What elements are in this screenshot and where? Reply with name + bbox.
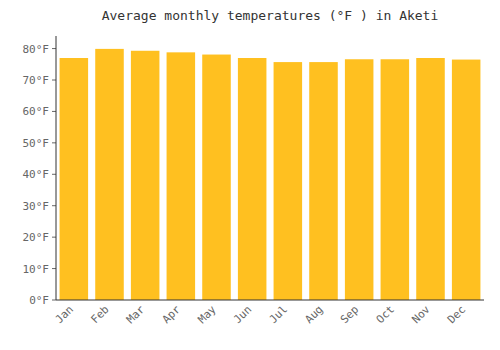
tick-label: Mar — [124, 303, 148, 327]
bar — [167, 52, 196, 300]
bar — [416, 58, 445, 300]
x-axis: Jan Feb Mar Apr May Jun Jul Aug Sep Oct Nov Dec — [53, 303, 469, 327]
tick-label: Feb — [88, 303, 111, 326]
tick-label: 50°F — [23, 137, 50, 150]
tick-label: 70°F — [23, 74, 50, 87]
bar — [202, 55, 231, 300]
tick-label: Jun — [231, 303, 254, 326]
tick-label: 20°F — [23, 231, 50, 244]
tick-mark — [52, 174, 56, 175]
y-axis-line — [56, 36, 57, 300]
tick-label: Sep — [338, 303, 361, 326]
tick-label: 10°F — [23, 263, 50, 276]
tick-label: Nov — [409, 303, 433, 327]
tick-mark — [52, 237, 56, 238]
title: Average monthly temperatures (°F ) in Ak… — [102, 8, 439, 23]
chart-container: Average monthly temperatures (°F ) in Ak… — [0, 0, 500, 350]
chart: Average monthly temperatures (°F ) in Ak… — [0, 0, 500, 350]
x-axis-line — [56, 300, 484, 301]
tick-label: Jul — [267, 303, 290, 326]
bar — [452, 60, 481, 300]
bar — [309, 62, 338, 300]
tick-label: Jan — [53, 303, 76, 326]
bar — [60, 58, 89, 300]
y-axis: 0°F 10°F 20°F 30°F 40°F 50°F 60°F 70°F 80°F — [23, 43, 57, 307]
tick-mark — [52, 142, 56, 143]
tick-label: Aug — [302, 303, 325, 326]
tick-label: Oct — [374, 303, 397, 326]
tick-mark — [52, 111, 56, 112]
tick-mark — [52, 48, 56, 49]
tick-mark — [52, 205, 56, 206]
tick-mark — [52, 300, 56, 301]
tick-label: 60°F — [23, 105, 50, 118]
tick-label: 30°F — [23, 200, 50, 213]
bar — [95, 49, 124, 300]
bar — [274, 62, 303, 300]
bars — [60, 49, 481, 300]
tick-label: May — [195, 303, 219, 327]
tick-label: Dec — [445, 303, 468, 326]
tick-label: 40°F — [23, 168, 50, 181]
tick-mark — [52, 80, 56, 81]
bar — [238, 58, 267, 300]
tick-mark — [52, 268, 56, 269]
bar — [131, 51, 160, 300]
bar — [345, 59, 374, 300]
tick-label: 80°F — [23, 43, 50, 56]
tick-label: Apr — [160, 303, 184, 327]
bar — [381, 59, 410, 300]
tick-label: 0°F — [29, 294, 49, 307]
